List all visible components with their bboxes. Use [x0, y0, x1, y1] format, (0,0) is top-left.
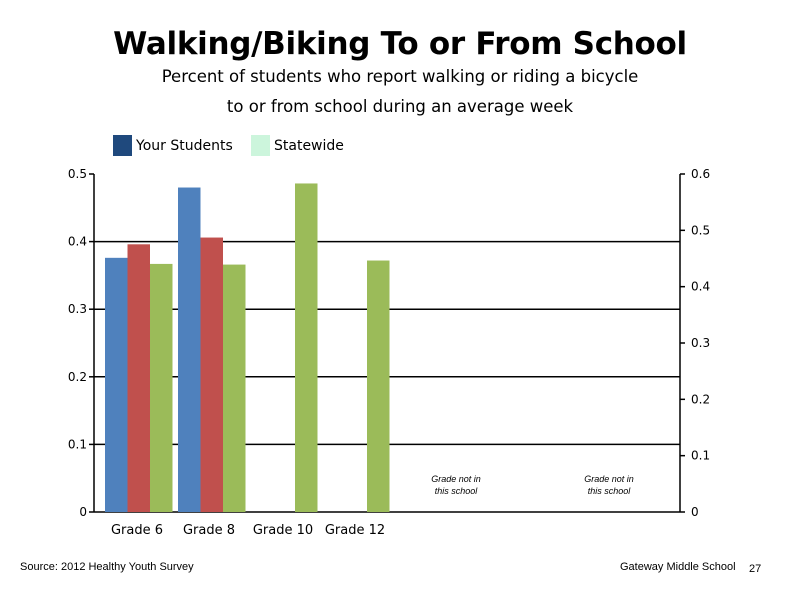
bar [295, 183, 318, 513]
bar [127, 244, 150, 512]
legend-item-statewide: Statewide [251, 135, 344, 156]
bar [200, 237, 223, 512]
x-tick-label: Grade 12 [325, 523, 385, 538]
bar [150, 263, 173, 512]
y-tick-label: 0.2 [68, 370, 87, 384]
legend-label-statewide: Statewide [274, 137, 344, 154]
y2-tick-label: 0 [691, 505, 699, 519]
bar [223, 264, 246, 512]
x-tick-label: Grade 8 [183, 523, 235, 538]
y2-tick-label: 0.1 [691, 449, 710, 463]
y-tick-label: 0.3 [68, 302, 87, 316]
annotation-line1: Grade not in [584, 474, 634, 484]
y2-tick-label: 0.5 [691, 223, 710, 237]
annotation-line2: this school [435, 486, 479, 496]
legend-item-your-students: Your Students [113, 135, 233, 156]
bar [367, 260, 390, 512]
annotation-line1: Grade not in [431, 474, 481, 484]
legend-swatch-your-students [113, 135, 132, 156]
chart-subtitle-line2: to or from school during an average week [226, 97, 574, 116]
y2-tick-label: 0.2 [691, 392, 710, 406]
chart-title: Walking/Biking To or From School [113, 26, 687, 62]
x-tick-label: Grade 10 [253, 523, 313, 538]
y-tick-label: 0.1 [68, 437, 87, 451]
y2-tick-label: 0.3 [691, 336, 710, 350]
y-tick-label: 0.5 [68, 167, 87, 181]
x-tick-label: Grade 6 [111, 523, 163, 538]
annotation-line2: this school [588, 486, 632, 496]
chart-subtitle-line1: Percent of students who report walking o… [161, 67, 639, 86]
source-note: Source: 2012 Healthy Youth Survey [20, 561, 194, 573]
page-number: 27 [749, 563, 762, 575]
bar [178, 187, 201, 512]
y2-tick-label: 0.6 [691, 167, 710, 181]
y-tick-label: 0 [79, 505, 87, 519]
y-tick-label: 0.4 [68, 235, 87, 249]
bar [105, 257, 128, 512]
school-name: Gateway Middle School [620, 561, 736, 573]
legend-label-your-students: Your Students [136, 137, 233, 154]
legend-swatch-statewide [251, 135, 270, 156]
y2-tick-label: 0.4 [691, 280, 710, 294]
